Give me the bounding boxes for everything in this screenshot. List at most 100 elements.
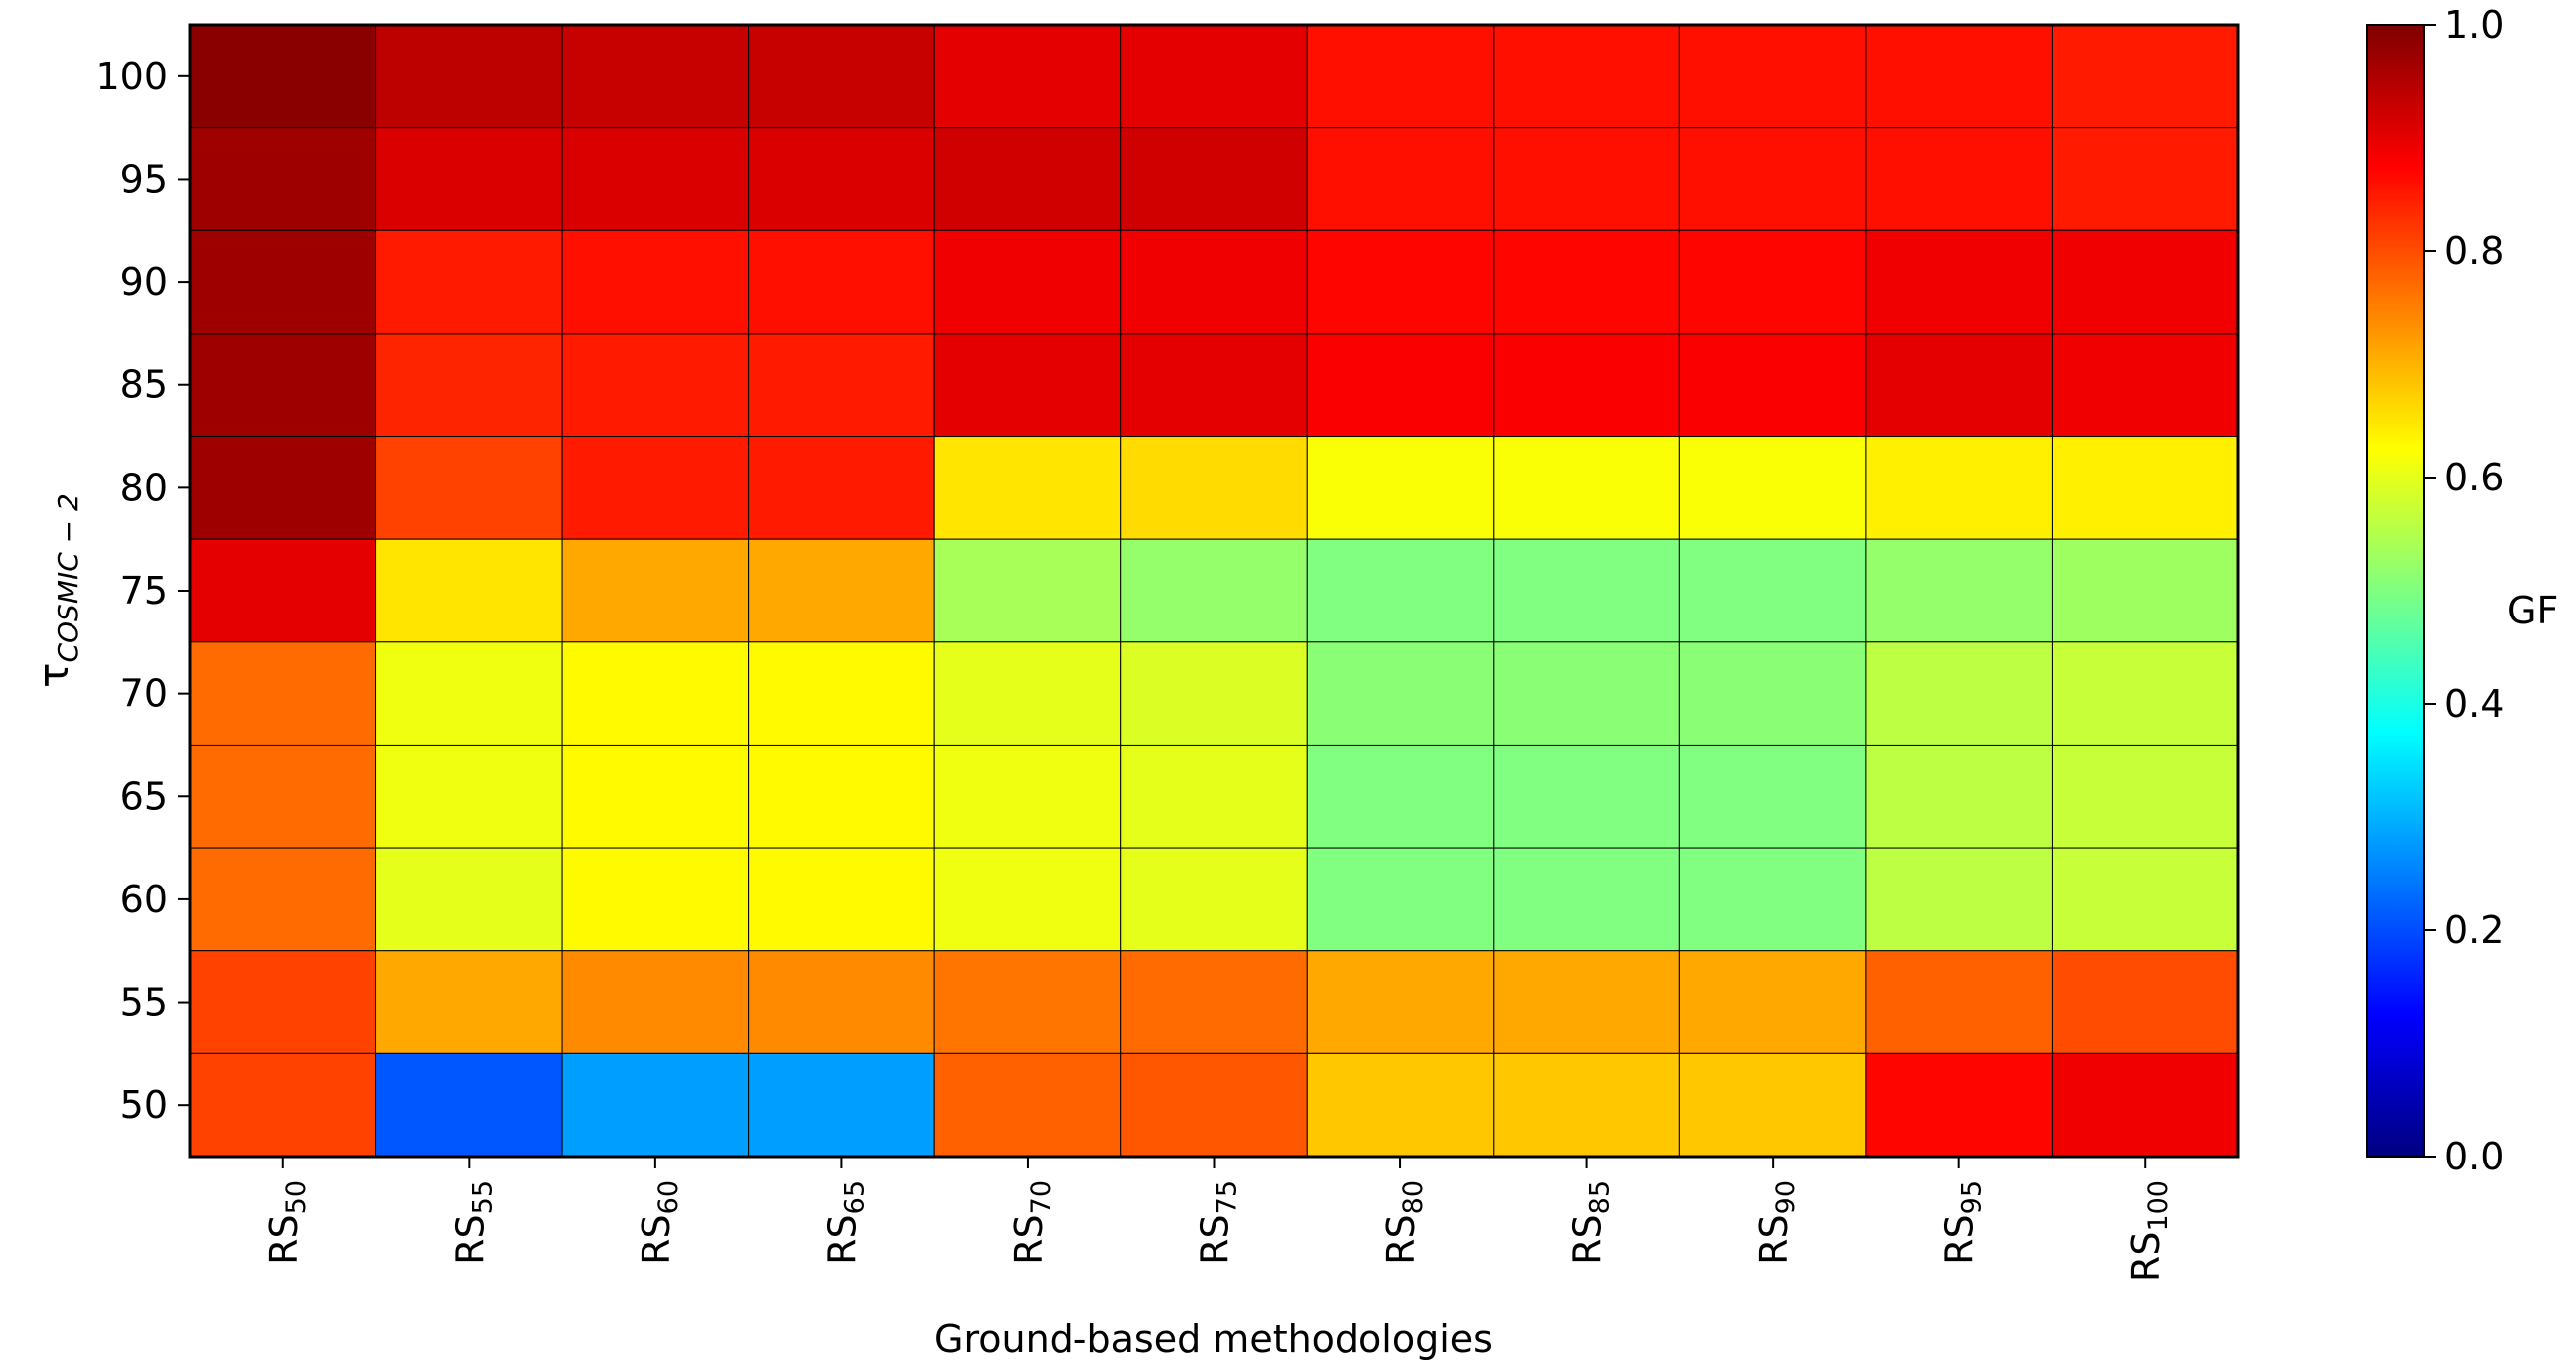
y-tick-label: 75 [120,569,168,613]
heatmap-cell [189,436,377,540]
x-tick-label-sub: 100 [2143,1180,2174,1232]
x-tick-label-base: RS [1566,1214,1610,1265]
heatmap-cell [748,229,935,335]
heatmap-cell [1306,950,1495,1054]
heatmap-cell [1306,641,1495,746]
heatmap-cell [933,641,1122,746]
colorbar-tick-label: 0.2 [2444,908,2504,952]
heatmap-cell [1865,744,2053,849]
heatmap-cell [1120,24,1308,129]
heatmap-cell [1865,641,2053,746]
y-axis-label: τCOSMIC − 2 [29,493,84,688]
y-tick-label: 90 [120,260,168,304]
y-tick-label: 60 [120,878,168,921]
heatmap-cell [1493,641,1680,746]
heatmap-cell [933,744,1122,849]
heatmap-cell [1678,950,1867,1054]
heatmap-cell [933,229,1122,335]
heatmap-cell [2051,24,2239,129]
heatmap-cell [748,127,935,231]
heatmap-cell [561,24,750,129]
x-tick-label-base: RS [262,1214,306,1265]
heatmap-cell [748,1052,935,1158]
heatmap-cell [561,436,750,540]
x-tick-label: RS60 [635,1180,684,1265]
heatmap-cell [1678,847,1867,952]
heatmap-cell [1493,1052,1680,1158]
heatmap-cell [1493,950,1680,1054]
heatmap-cell [748,333,935,438]
heatmap-cell [748,24,935,129]
heatmap-cell [189,641,377,746]
x-tick-label: RS85 [1566,1180,1616,1265]
heatmap-cell [1306,847,1495,952]
heatmap-cell [561,127,750,231]
heatmap-cell [375,333,563,438]
heatmap-cell [1678,24,1867,129]
heatmap-cell [189,950,377,1054]
x-tick-label: RS50 [262,1180,312,1265]
heatmap-cell [1493,229,1680,335]
x-tick-label-sub: 65 [839,1180,870,1214]
x-tick-label-sub: 85 [1585,1180,1616,1214]
heatmap-cell [748,847,935,952]
heatmap-cell [1120,333,1308,438]
heatmap-cell [375,847,563,952]
heatmap-cell [1865,24,2053,129]
heatmap-cell [375,436,563,540]
heatmap-cell [1493,436,1680,540]
y-tick-label: 65 [120,774,168,818]
heatmap-cell [1493,127,1680,231]
heatmap-cell [748,436,935,540]
x-tick-label: RS75 [1194,1180,1243,1265]
colorbar-gradient [2366,24,2425,1158]
heatmap-cell [933,538,1122,643]
x-axis-label: Ground-based methodologies [934,1317,1493,1361]
heatmap-cell [748,641,935,746]
heatmap-cell [1678,229,1867,335]
x-tick-label: RS95 [1938,1180,1988,1265]
heatmap-cell [933,24,1122,129]
heatmap-cells [189,24,2239,1158]
heatmap-cell [1120,847,1308,952]
heatmap-cell [1306,1052,1495,1158]
heatmap-cell [2051,538,2239,643]
heatmap-cell [2051,641,2239,746]
heatmap-cell [1865,127,2053,231]
x-tick-label: RS65 [820,1180,870,1265]
heatmap-cell [933,847,1122,952]
x-tick-label-sub: 80 [1398,1180,1429,1214]
y-tick-label: 55 [120,981,168,1025]
y-tick-label: 70 [120,672,168,716]
colorbar-tick-label: 0.4 [2444,682,2504,726]
heatmap-cell [1493,24,1680,129]
x-tick-label-base: RS [1194,1214,1237,1265]
heatmap-cell [1678,333,1867,438]
heatmap-cell [1865,229,2053,335]
colorbar-label: GF [2507,589,2558,632]
heatmap-cell [189,333,377,438]
heatmap-cell [2051,847,2239,952]
heatmap-cell [1678,744,1867,849]
heatmap-cell [1493,847,1680,952]
y-tick-label: 80 [120,466,168,509]
x-tick-label-base: RS [448,1214,492,1265]
heatmap-cell [2051,950,2239,1054]
heatmap-cell [561,538,750,643]
y-tick-label: 100 [95,55,168,98]
heatmap-cell [1120,950,1308,1054]
heatmap-cell [1306,229,1495,335]
colorbar-tick-label: 0.0 [2444,1135,2504,1178]
heatmap-cell [1865,436,2053,540]
heatmap-cell [1306,333,1495,438]
heatmap-cell [1306,744,1495,849]
heatmap-cell [375,744,563,849]
heatmap-cell [1120,1052,1308,1158]
heatmap-cell [1306,127,1495,231]
colorbar-tick-label: 0.8 [2444,229,2504,273]
heatmap-cell [1120,744,1308,849]
x-tick-label: RS100 [2124,1180,2174,1282]
heatmap-cell [2051,744,2239,849]
y-axis-label-base: τ [29,663,77,688]
